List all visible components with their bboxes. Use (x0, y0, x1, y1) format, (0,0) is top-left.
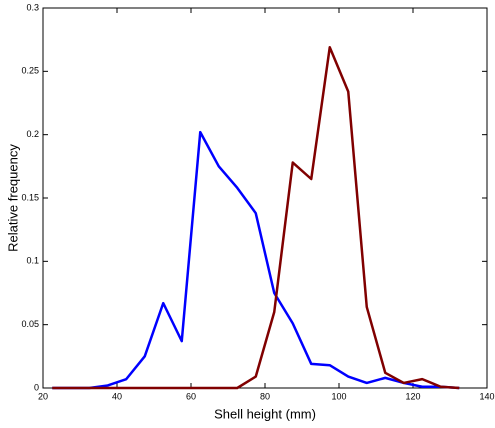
y-tick-label: 0 (34, 382, 39, 392)
x-tick-label: 60 (186, 391, 196, 401)
x-tick-label: 80 (260, 391, 270, 401)
x-tick-label: 100 (331, 391, 346, 401)
y-axis-label: Relative frequency (5, 144, 20, 252)
data-line (52, 46, 460, 390)
y-tick-label: 0.2 (26, 129, 39, 139)
x-tick-label: 140 (479, 391, 494, 401)
y-tick-label: 0.25 (21, 66, 39, 76)
x-tick-label: 20 (38, 391, 48, 401)
y-tick-label: 0.3 (26, 2, 39, 12)
plot-frame (42, 7, 488, 389)
x-tick-label: 120 (405, 391, 420, 401)
x-axis-label: Shell height (mm) (214, 406, 316, 421)
data-line (52, 130, 460, 390)
y-tick-label: 0.1 (26, 256, 39, 266)
y-tick-label: 0.05 (21, 319, 39, 329)
x-tick-label: 40 (112, 391, 122, 401)
y-tick-label: 0.15 (21, 192, 39, 202)
